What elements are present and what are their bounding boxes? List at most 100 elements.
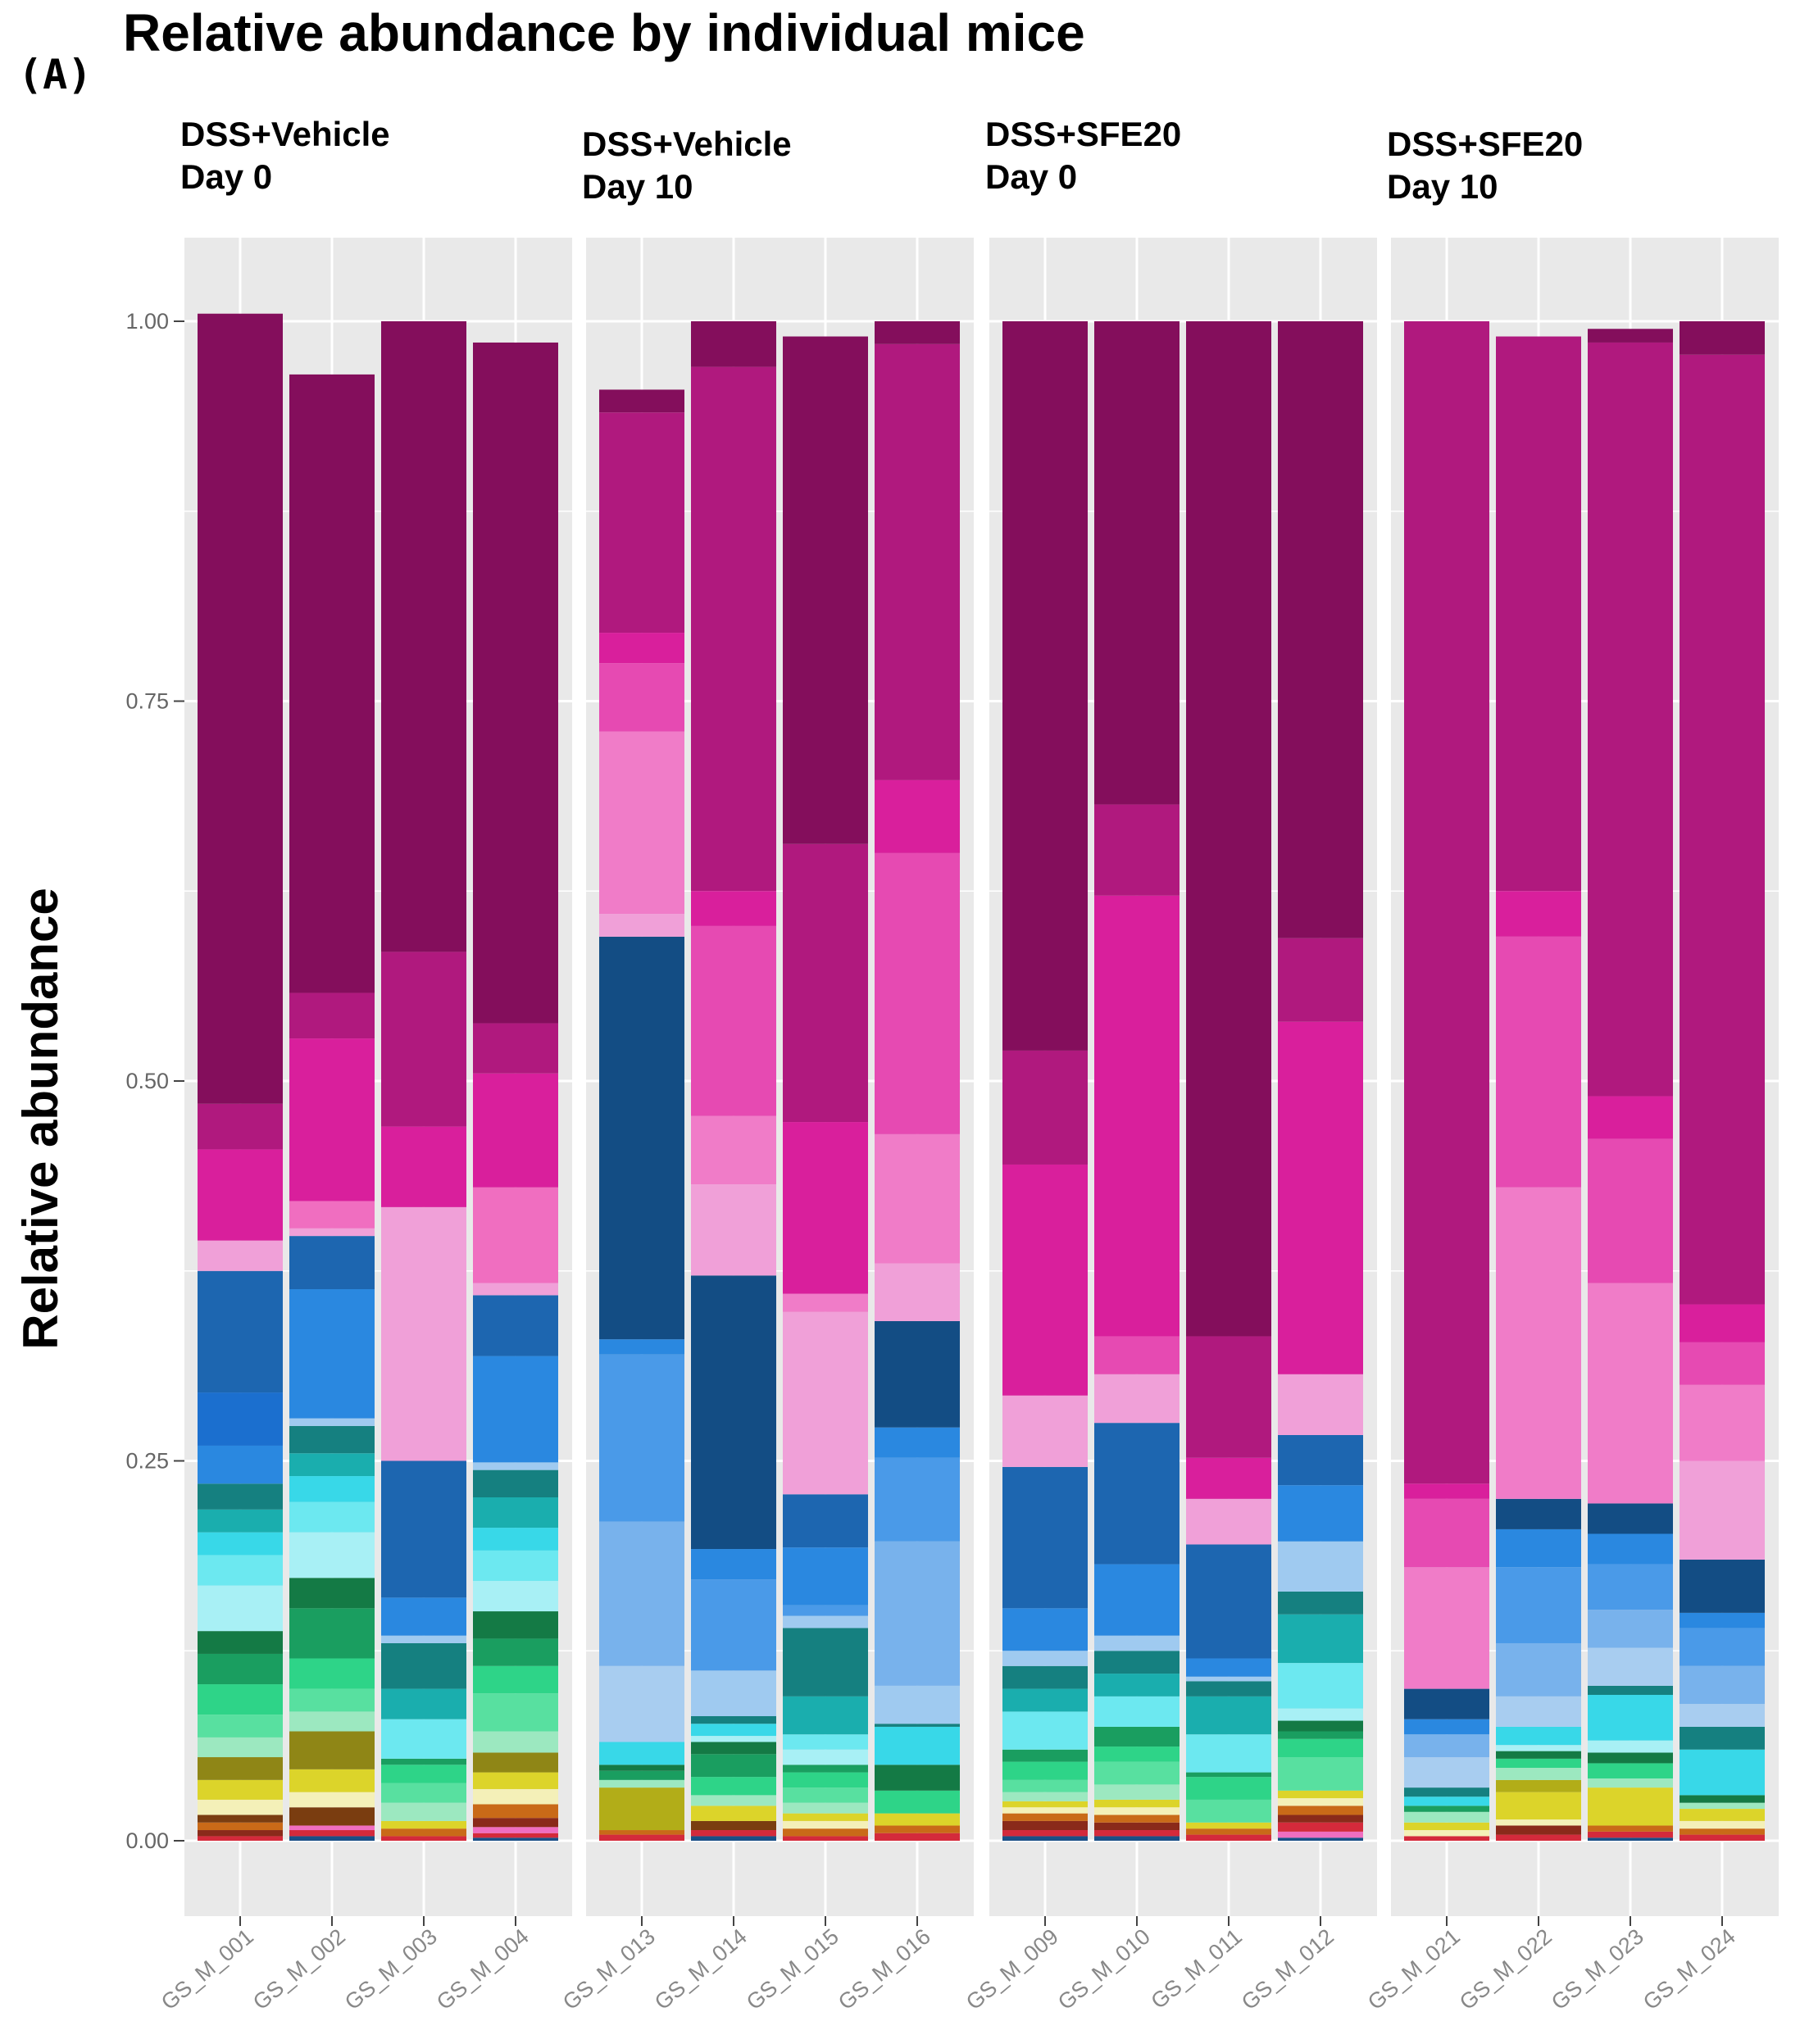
- figure-panel-label: (A): [18, 51, 92, 98]
- bar-segment: [473, 1023, 558, 1074]
- bar-segment: [1002, 1651, 1088, 1666]
- y-tick-label: 1.00: [125, 309, 169, 334]
- bar-segment: [875, 1825, 960, 1833]
- bar-segment: [875, 1833, 960, 1841]
- bar-segment: [1002, 1830, 1088, 1837]
- facet-title-day: Day 10: [582, 167, 693, 206]
- bar-segment: [1278, 1434, 1363, 1486]
- bar-segment: [599, 1521, 684, 1666]
- bar-segment: [381, 952, 466, 1127]
- bar-segment: [1496, 1498, 1581, 1529]
- bar-segment: [473, 1752, 558, 1773]
- bar-segment: [1186, 1336, 1271, 1458]
- bar-segment: [198, 1757, 283, 1780]
- bar-segment: [1680, 1704, 1765, 1727]
- bar-segment: [1002, 1395, 1088, 1467]
- bar-segment: [1002, 1801, 1088, 1808]
- bar-segment: [1278, 1541, 1363, 1592]
- bar-segment: [1186, 1544, 1271, 1659]
- bar-segment: [691, 1715, 776, 1724]
- bar-segment: [875, 1724, 960, 1727]
- bar-segment: [381, 321, 466, 952]
- bar-segment: [1588, 342, 1673, 1097]
- bar-segment: [1404, 321, 1489, 1484]
- bar-segment: [1496, 1642, 1581, 1697]
- bar-segment: [1496, 1751, 1581, 1759]
- bar-segment: [381, 1597, 466, 1636]
- bar-segment: [198, 1240, 283, 1271]
- stacked-bar: [1186, 321, 1271, 1841]
- bar-segment: [473, 1497, 558, 1528]
- stacked-bar: [1278, 321, 1363, 1841]
- bar-segment: [1680, 1749, 1765, 1796]
- bar-segment: [289, 1418, 375, 1426]
- bar-segment: [198, 1392, 283, 1446]
- facet-title-treatment: DSS+Vehicle: [582, 125, 792, 163]
- bar-segment: [1404, 1498, 1489, 1568]
- bar-segment: [1278, 1021, 1363, 1374]
- bar-segment: [1278, 1720, 1363, 1732]
- bar-segment: [198, 1103, 283, 1150]
- bar-segment: [783, 1772, 868, 1788]
- stacked-bar: [1680, 321, 1765, 1841]
- bar-segment: [1588, 1647, 1673, 1686]
- bar-segment: [1094, 1836, 1180, 1841]
- bar-segment: [691, 1736, 776, 1742]
- bar-segment: [783, 843, 868, 1123]
- facet-title-day: Day 0: [985, 157, 1077, 196]
- bar-segment: [1496, 1758, 1581, 1769]
- bar-segment: [691, 1115, 776, 1185]
- bar-segment: [289, 1038, 375, 1201]
- bar-segment: [783, 1813, 868, 1821]
- bar-segment: [1278, 1806, 1363, 1815]
- bar-segment: [473, 1295, 558, 1356]
- bar-segment: [1002, 1608, 1088, 1651]
- bar-segment: [1588, 1096, 1673, 1139]
- bar-segment: [1680, 1665, 1765, 1705]
- bar-segment: [1186, 1498, 1271, 1545]
- bar-segment: [473, 1469, 558, 1497]
- bar-segment: [691, 1777, 776, 1796]
- bar-segment: [289, 1792, 375, 1808]
- bar-segment: [599, 914, 684, 937]
- bar-segment: [1278, 1591, 1363, 1615]
- bar-segment: [691, 366, 776, 892]
- bar-segment: [691, 925, 776, 1116]
- bar-segment: [198, 1585, 283, 1632]
- bar-segment: [783, 1836, 868, 1841]
- bar-segment: [1278, 1663, 1363, 1709]
- bar-segment: [198, 1509, 283, 1533]
- bar-segment: [289, 1711, 375, 1732]
- bar-segment: [473, 1187, 558, 1283]
- bar-segment: [875, 779, 960, 853]
- bar-segment: [1680, 1342, 1765, 1385]
- bar-segment: [1094, 1761, 1180, 1785]
- facet-title-treatment: DSS+Vehicle: [180, 115, 390, 153]
- bar-segment: [289, 1769, 375, 1792]
- bar-segment: [1496, 1567, 1581, 1643]
- bar-segment: [875, 343, 960, 780]
- bar-segment: [1002, 1792, 1088, 1801]
- bar-segment: [875, 1813, 960, 1826]
- facet-title-day: Day 0: [180, 157, 272, 196]
- bar-segment: [198, 1799, 283, 1815]
- bar-segment: [1278, 1798, 1363, 1806]
- bar-segment: [783, 1820, 868, 1829]
- bar-segment: [1278, 1831, 1363, 1838]
- bar-segment: [1404, 1734, 1489, 1758]
- bar-segment: [289, 1578, 375, 1609]
- bar-segment: [783, 1122, 868, 1294]
- bar-segment: [1588, 1763, 1673, 1778]
- bar-segment: [1094, 1815, 1180, 1823]
- bar-segment: [1186, 1799, 1271, 1823]
- bar-segment: [691, 1754, 776, 1778]
- bar-segment: [1186, 1457, 1271, 1499]
- bar-segment: [473, 1788, 558, 1805]
- bar-segment: [473, 1550, 558, 1581]
- bar-segment: [381, 1783, 466, 1803]
- bar-segment: [289, 1807, 375, 1826]
- bar-segment: [381, 1758, 466, 1765]
- bar-segment: [289, 1836, 375, 1841]
